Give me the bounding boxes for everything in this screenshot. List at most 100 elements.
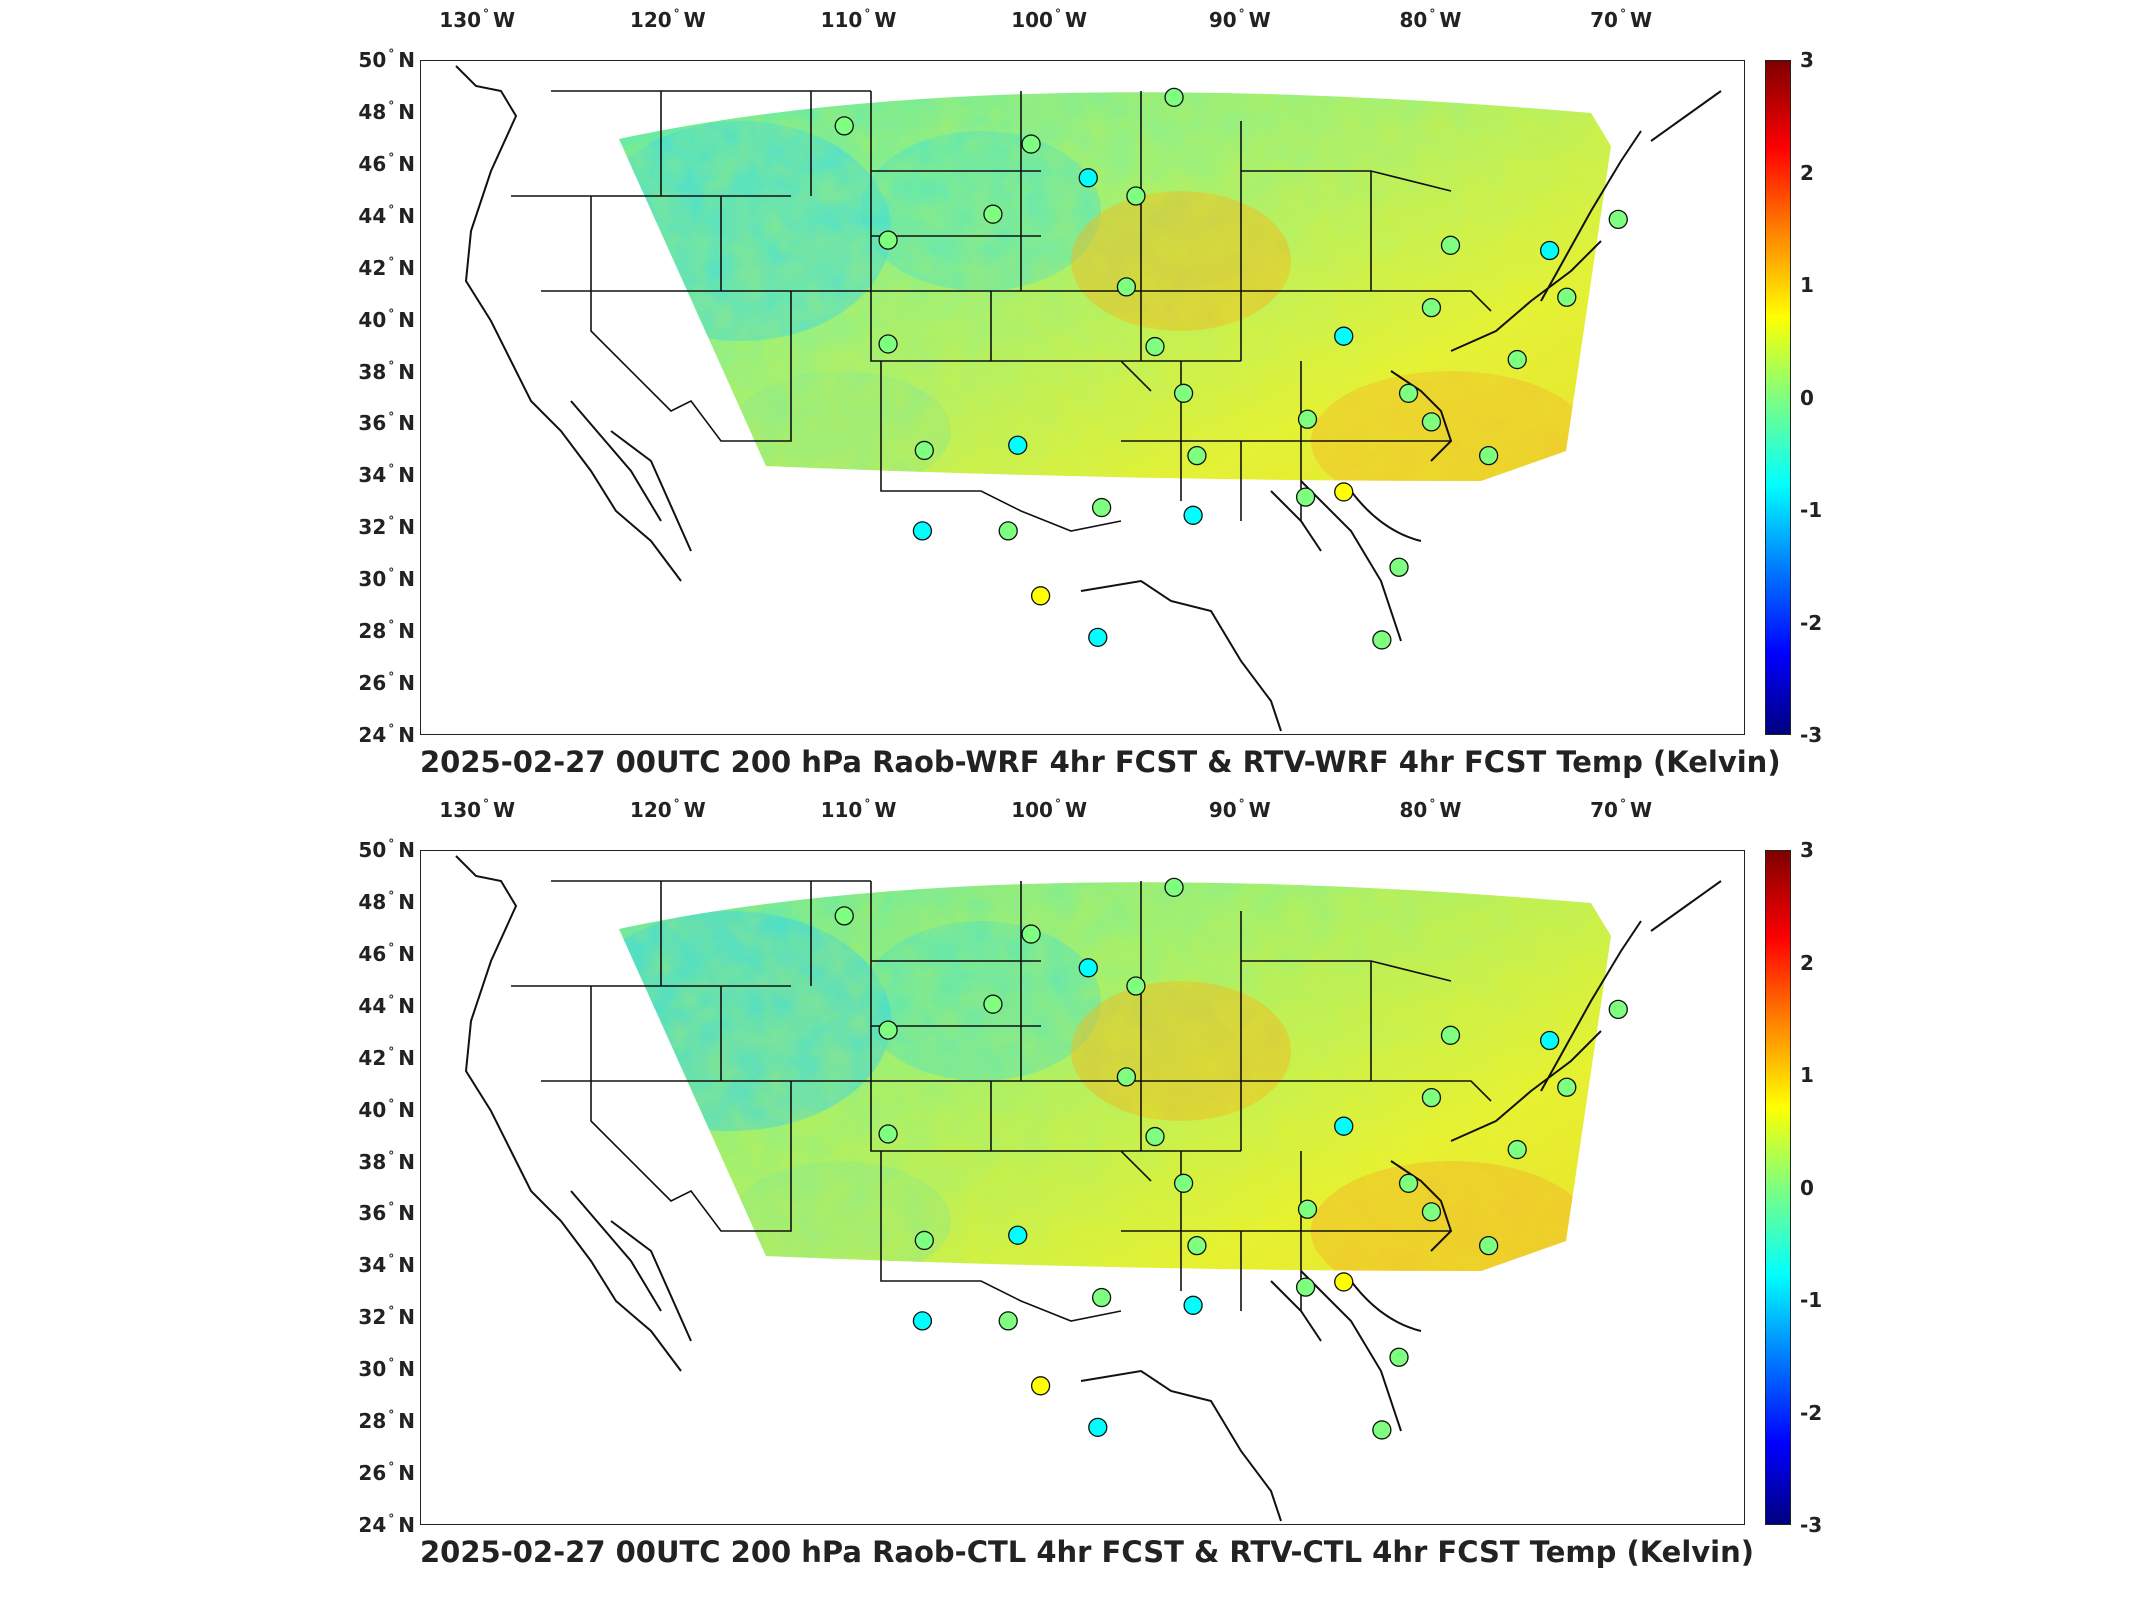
temperature-field [619,92,1611,481]
raob-station-marker [1091,1287,1112,1308]
tick-hemisphere: N [398,838,415,862]
tick-degree: 100 [1011,798,1053,822]
state-boundaries [511,90,1492,532]
tick-degree: 32 [358,515,387,540]
raob-station-marker [1421,1202,1442,1222]
lat-tick-label: 28 ° N [358,1408,415,1433]
lat-tick-label: 24 ° N [358,722,415,747]
tick-degree: 70 [1590,8,1618,32]
tick-hemisphere: N [398,941,415,966]
tick-degree: 30 [358,567,387,592]
tick-degree: 70 [1590,798,1618,822]
lat-tick-label: 30 ° N [358,566,415,592]
raob-station-marker [1421,1087,1442,1108]
tick-hemisphere: W [874,8,897,32]
raob-station-marker [1164,877,1184,897]
raob-station-marker [1478,1235,1499,1256]
colorbar-tick: -1 [1800,1288,1823,1312]
degree-symbol: ° [388,566,395,581]
raob-station-marker [1539,1030,1560,1051]
tick-degree: 130 [439,798,482,822]
raob-station-marker [1389,1347,1409,1367]
tick-hemisphere: W [1248,8,1271,32]
raob-station-marker [1440,1025,1461,1045]
colorbar-tick: 2 [1800,160,1814,185]
lat-tick-label: 36 ° N [358,1200,415,1225]
raob-station-marker [983,994,1003,1014]
tick-hemisphere: N [398,1513,415,1537]
tick-hemisphere: N [398,515,415,540]
degree-symbol: ° [388,722,395,736]
tick-degree: 80 [1399,798,1428,822]
raob-station-marker [1539,240,1560,261]
degree-symbol: ° [1238,797,1245,811]
degree-symbol: ° [388,670,395,685]
tick-degree: 38 [358,359,387,384]
degree-symbol: ° [388,1200,395,1215]
degree-symbol: ° [483,797,490,811]
tick-hemisphere: N [398,99,415,124]
temperature-field [619,882,1611,1271]
tick-degree: 34 [358,1253,387,1278]
raob-station-marker [834,116,854,136]
lat-tick-label: 44 ° N [358,993,415,1018]
lat-tick-label: 26 ° N [358,1460,415,1485]
raob-station-marker [983,204,1003,224]
lat-tick-label: 38 ° N [358,358,415,384]
degree-symbol: ° [864,797,871,811]
tick-hemisphere: N [398,151,415,176]
raob-station-marker [1145,336,1165,357]
coastlines [455,855,1722,1522]
raob-station-marker [1334,1116,1354,1136]
tick-hemisphere: N [398,619,415,644]
degree-symbol: ° [673,797,680,811]
raob-station-marker [1334,1272,1354,1292]
tick-degree: 48 [358,99,387,124]
tick-degree: 26 [358,671,387,696]
colorbar-tick: 0 [1800,1175,1814,1200]
raob-station-marker [878,334,898,354]
raob-station-marker [1372,1420,1392,1440]
tick-hemisphere: W [683,8,706,32]
degree-symbol: ° [388,47,395,61]
lat-tick-label: 44 ° N [358,203,415,228]
degree-symbol: ° [1054,797,1061,811]
lat-tick-label: 48 ° N [358,888,415,914]
tick-degree: 42 [358,1045,387,1070]
lat-tick-label: 50 ° N [358,47,415,72]
tick-hemisphere: W [1064,798,1088,822]
tick-hemisphere: N [398,411,415,436]
raob-station-marker [1126,186,1146,206]
degree-symbol: ° [388,462,395,477]
colorbar-tick: -2 [1800,610,1823,635]
degree-symbol: ° [388,888,395,903]
degree-symbol: ° [388,358,395,373]
tick-hemisphere: W [1064,8,1088,32]
raob-station-marker [1297,409,1318,429]
lon-tick-label: 100 ° W [1011,7,1088,32]
map-plot-area [420,60,1745,735]
degree-symbol: ° [388,618,395,633]
tick-hemisphere: N [398,723,415,747]
colorbar [1765,60,1791,735]
raob-station-marker [914,440,934,461]
tick-degree: 50 [358,838,387,862]
raob-station-marker [1008,435,1028,455]
tick-degree: 46 [358,941,387,966]
tick-degree: 120 [629,798,672,822]
raob-station-marker [1372,630,1392,650]
tick-hemisphere: N [398,463,415,488]
tick-degree: 44 [358,993,387,1018]
lon-tick-label: 90 ° W [1209,797,1271,822]
colorbar-tick: 2 [1800,950,1814,975]
lon-tick-label: 120 ° W [629,797,706,822]
degree-symbol: ° [388,410,395,425]
lat-tick-label: 48 ° N [358,99,415,124]
tick-degree: 80 [1399,8,1428,32]
lon-tick-label: 130 ° W [439,7,515,32]
degree-symbol: ° [673,7,680,21]
degree-symbol: ° [388,150,395,165]
lat-tick-label: 42 ° N [358,255,415,280]
raob-station-marker [1116,1067,1137,1087]
tick-degree: 34 [358,463,387,488]
